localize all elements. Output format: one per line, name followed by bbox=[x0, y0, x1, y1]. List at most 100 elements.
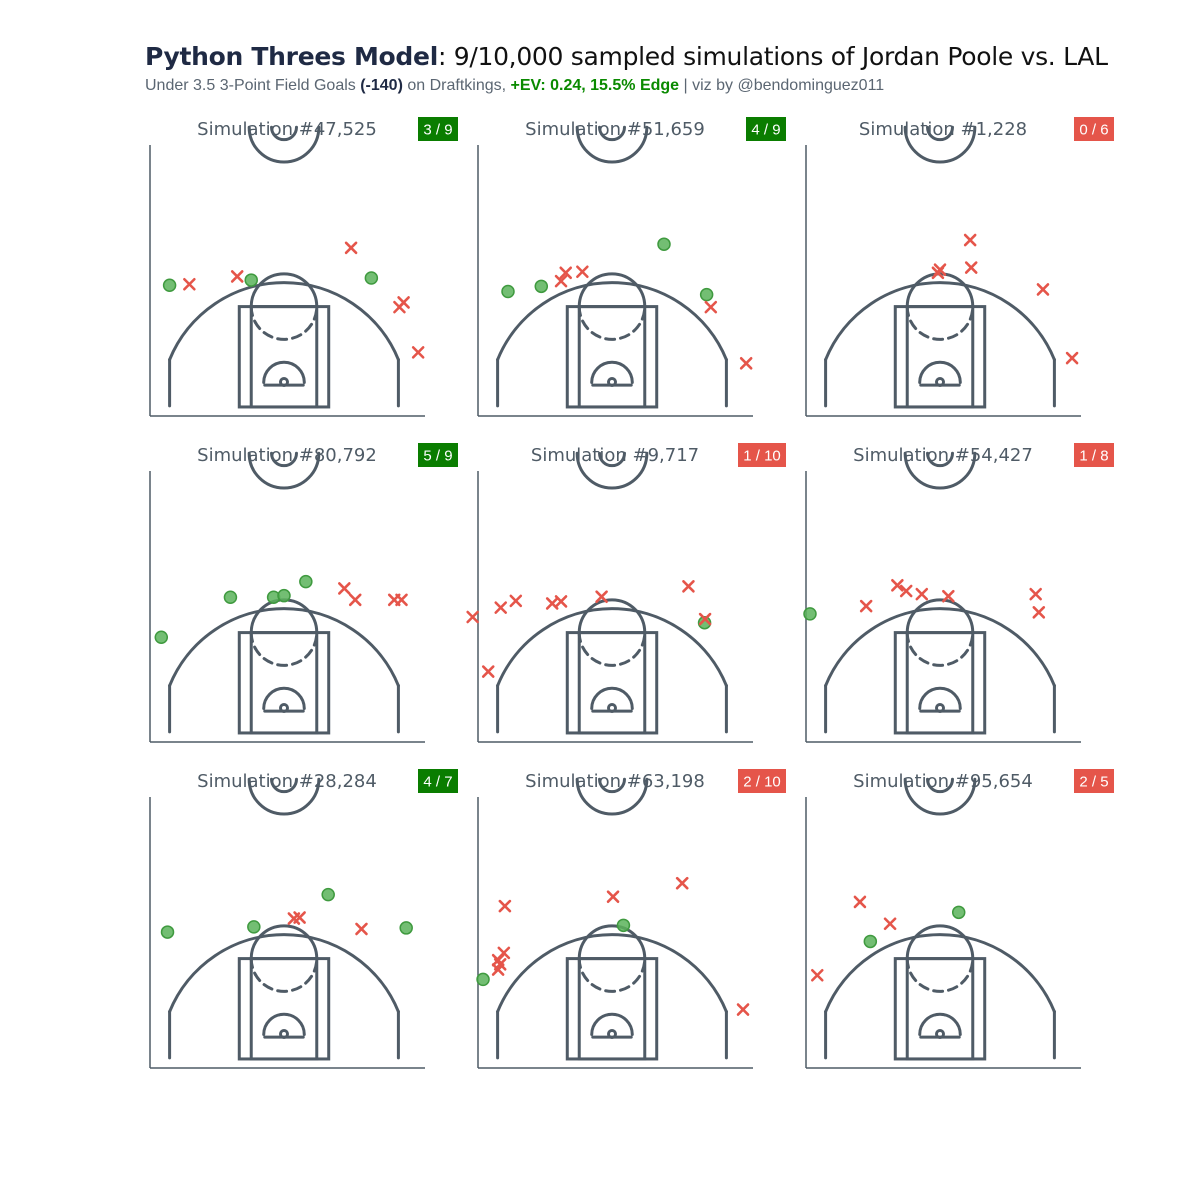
free-throw-circle-bottom bbox=[577, 957, 647, 993]
chart-title-rest: : 9/10,000 sampled simulations of Jordan… bbox=[437, 42, 1108, 71]
free-throw-circle-bottom bbox=[577, 631, 647, 667]
result-badge-label: 3 / 9 bbox=[423, 122, 452, 139]
missed-shot-marker bbox=[1029, 587, 1042, 601]
chart-title-bold: Python Threes Model bbox=[145, 42, 438, 71]
missed-shot-marker bbox=[698, 612, 712, 626]
hoop bbox=[607, 377, 617, 387]
three-point-arc bbox=[824, 933, 1056, 1014]
hoop bbox=[935, 377, 945, 387]
paint-inner bbox=[249, 631, 319, 735]
missed-shot-marker bbox=[509, 594, 523, 608]
shots bbox=[476, 876, 750, 1016]
missed-shot-marker bbox=[1032, 606, 1046, 619]
made-shot-marker bbox=[277, 588, 291, 603]
result-badge bbox=[746, 117, 786, 141]
made-shot-marker bbox=[501, 284, 515, 299]
missed-shot-marker bbox=[1036, 283, 1050, 296]
result-badge bbox=[1074, 443, 1114, 467]
result-badge bbox=[738, 769, 786, 793]
simulation-panel: Simulation #1,228 0 / 6 bbox=[805, 117, 1114, 417]
center-circle-outer bbox=[575, 125, 649, 164]
chart-subtitle: Under 3.5 3-Point Field Goals (-140) on … bbox=[145, 77, 884, 95]
restricted-area-arc bbox=[590, 360, 634, 385]
free-throw-circle-top bbox=[905, 598, 975, 635]
restricted-area-arc bbox=[590, 686, 634, 711]
simulation-panel: Simulation #9,717 1 / 10 bbox=[466, 443, 786, 743]
missed-shot-marker bbox=[964, 261, 978, 274]
restricted-area-arc bbox=[918, 686, 962, 711]
result-badge-label: 2 / 10 bbox=[743, 774, 781, 791]
missed-shot-marker bbox=[497, 946, 511, 960]
made-shot-marker bbox=[162, 278, 177, 293]
made-shot-marker bbox=[247, 920, 261, 934]
hoop bbox=[279, 703, 289, 713]
made-shot-marker bbox=[154, 630, 169, 645]
result-badge bbox=[418, 769, 458, 793]
made-shot-marker bbox=[364, 271, 379, 285]
hoop bbox=[279, 377, 289, 387]
missed-shot-marker bbox=[494, 601, 508, 614]
court bbox=[477, 777, 753, 1069]
result-badge-label: 1 / 10 bbox=[743, 448, 781, 465]
missed-shot-marker bbox=[554, 595, 568, 608]
free-throw-circle-top bbox=[249, 272, 319, 309]
three-point-arc bbox=[496, 281, 728, 362]
center-circle-outer bbox=[247, 451, 321, 490]
center-circle-outer bbox=[575, 451, 649, 490]
hoop bbox=[279, 1029, 289, 1039]
missed-shot-marker bbox=[397, 296, 410, 309]
simulation-panel: Simulation #80,792 5 / 9 bbox=[149, 443, 458, 743]
paint-inner bbox=[577, 631, 647, 735]
paint-inner bbox=[905, 631, 975, 735]
made-shot-marker bbox=[951, 905, 966, 920]
missed-shot-marker bbox=[293, 911, 306, 924]
hoop bbox=[935, 1029, 945, 1039]
paint-inner bbox=[249, 305, 319, 409]
missed-shot-marker bbox=[411, 346, 425, 359]
court bbox=[149, 451, 425, 743]
missed-shot-marker bbox=[810, 968, 824, 982]
subtitle-ev: +EV: 0.24, 15.5% Edge bbox=[510, 77, 680, 94]
simulation-panel: Simulation #54,427 1 / 8 bbox=[803, 443, 1114, 743]
free-throw-circle-bottom bbox=[905, 957, 975, 993]
made-shot-marker bbox=[244, 273, 258, 287]
restricted-area-arc bbox=[918, 1012, 962, 1037]
court bbox=[477, 451, 753, 743]
center-circle-inner bbox=[598, 777, 626, 794]
free-throw-circle-bottom bbox=[905, 631, 975, 667]
court bbox=[149, 125, 425, 417]
result-badge bbox=[418, 443, 458, 467]
missed-shot-marker bbox=[915, 587, 929, 601]
missed-shot-marker bbox=[466, 610, 479, 624]
three-point-arc bbox=[168, 607, 400, 688]
court bbox=[149, 777, 425, 1069]
made-shot-marker bbox=[699, 287, 714, 302]
missed-shot-marker bbox=[736, 1003, 750, 1016]
missed-shot-marker bbox=[942, 589, 955, 603]
free-throw-circle-top bbox=[577, 924, 647, 961]
made-shot-marker bbox=[160, 925, 175, 939]
free-throw-circle-top bbox=[905, 924, 975, 961]
missed-shot-marker bbox=[498, 899, 512, 913]
shots bbox=[931, 233, 1079, 365]
subtitle-odds: (-140) bbox=[360, 77, 403, 94]
subtitle-prop: Under 3.5 3-Point Field Goals bbox=[145, 77, 361, 94]
center-circle-inner bbox=[270, 125, 298, 142]
center-circle-outer bbox=[575, 777, 649, 816]
made-shot-marker bbox=[399, 921, 413, 935]
restricted-area-arc bbox=[262, 1012, 306, 1037]
missed-shot-marker bbox=[933, 263, 947, 276]
three-point-arc bbox=[824, 281, 1056, 362]
center-circle-outer bbox=[247, 777, 321, 816]
missed-shot-marker bbox=[883, 917, 897, 931]
missed-shot-marker bbox=[891, 578, 904, 592]
missed-shot-marker bbox=[338, 582, 351, 595]
missed-shot-marker bbox=[554, 274, 568, 288]
missed-shot-marker bbox=[595, 590, 608, 604]
simulation-panel: Simulation #51,659 4 / 9 bbox=[477, 117, 786, 417]
center-circle-outer bbox=[903, 777, 977, 816]
hoop bbox=[607, 1029, 617, 1039]
missed-shot-marker bbox=[183, 277, 196, 291]
result-badge bbox=[418, 117, 458, 141]
